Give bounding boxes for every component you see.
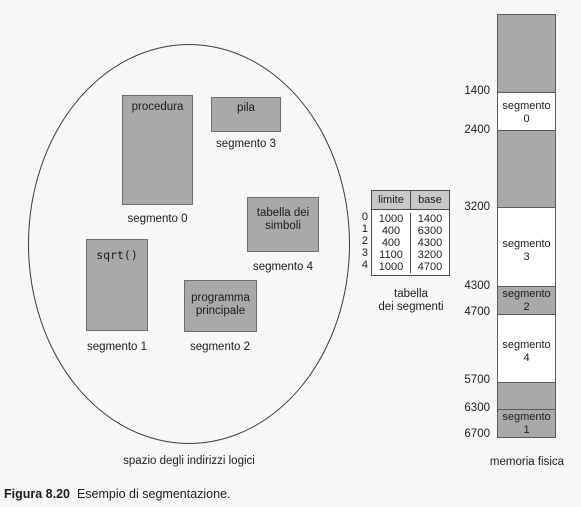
memory-segment-2-label-1: segmento [502, 288, 551, 300]
base-cell: 1400 [417, 213, 443, 225]
segment-3-caption: segmento 3 [215, 138, 277, 150]
base-cell: 6300 [417, 225, 443, 237]
limit-cell: 400 [381, 237, 401, 249]
segment-table-body: 1000 400 400 1100 1000 1400 6300 4300 32… [372, 210, 449, 275]
segment-table-caption: tabella dei segmenti [376, 288, 446, 314]
segment-1-caption: segmento 1 [86, 341, 148, 353]
memory-segment-2: segmento 2 [498, 286, 555, 314]
memory-segment-0-label-2: 0 [523, 113, 530, 125]
segment-4-block: tabella dei simboli [247, 197, 319, 252]
segment-3-block: pila [211, 97, 281, 132]
figure-caption-text: Esempio di segmentazione. [76, 487, 231, 501]
base-cell: 3200 [417, 249, 443, 261]
limit-cell: 1000 [378, 261, 404, 273]
segment-3-block-label: pila [237, 102, 255, 114]
segment-table-caption-line2: dei segmenti [378, 301, 444, 313]
limit-cell: 1100 [379, 249, 403, 261]
memory-segment-0-label-1: segmento [502, 100, 551, 112]
memory-segment-4-label-2: 4 [523, 352, 530, 364]
address-5700: 5700 [464, 374, 490, 386]
memory-segment-2-label-2: 2 [523, 301, 530, 313]
base-cell: 4300 [417, 237, 443, 249]
segment-0-caption: segmento 0 [127, 213, 188, 225]
base-column: 1400 6300 4300 3200 4700 [411, 213, 449, 273]
address-6700: 6700 [464, 428, 490, 440]
segment-index: 1 [361, 223, 368, 235]
memory-free-block [498, 130, 555, 207]
logical-space-label: spazio degli indirizzi logici [123, 455, 255, 467]
address-4700: 4700 [464, 306, 490, 318]
segment-index: 3 [361, 247, 368, 259]
segment-1-block-label: sqrt() [96, 248, 138, 262]
figure-caption: Figura 8.20 Esempio di segmentazione. [4, 487, 231, 501]
segment-index: 4 [361, 259, 368, 271]
memory-free-block [498, 15, 555, 92]
limit-header: limite [372, 191, 411, 209]
limit-column: 1000 400 400 1100 1000 [372, 213, 411, 273]
memory-segment-3-label-2: 3 [523, 251, 530, 263]
segment-table-indices: 0 1 2 3 4 [360, 211, 368, 271]
segment-index: 2 [361, 235, 368, 247]
physical-memory-label: memoria fisica [489, 456, 565, 468]
memory-segment-1: segmento 1 [498, 409, 555, 437]
memory-segment-0: segmento 0 [498, 92, 555, 130]
base-header: base [418, 194, 442, 206]
segment-2-caption: segmento 2 [189, 341, 251, 353]
address-2400: 2400 [464, 124, 490, 136]
address-4300: 4300 [464, 280, 490, 292]
logical-address-space-outline [28, 44, 350, 444]
memory-segment-3-label-1: segmento [502, 238, 551, 250]
segment-0-block: procedura [122, 95, 193, 205]
memory-segment-3: segmento 3 [498, 207, 555, 286]
base-cell: 4700 [417, 261, 443, 273]
segment-2-block: programma principale [184, 280, 257, 332]
segment-table-caption-line1: tabella [394, 288, 428, 300]
physical-memory: segmento 0 segmento 3 segmento 2 segment… [497, 14, 556, 438]
address-6300: 6300 [464, 402, 490, 414]
segment-table: limite base 1000 400 400 1100 1000 1400 … [371, 190, 450, 276]
figure-number: Figura 8.20 [4, 487, 70, 501]
segment-table-header: limite base [372, 191, 449, 210]
memory-segment-1-label-2: 1 [523, 424, 530, 436]
segment-0-block-label: procedura [131, 101, 184, 113]
memory-segment-4: segmento 4 [498, 314, 555, 382]
memory-free-block [498, 382, 555, 409]
segment-4-caption: segmento 4 [252, 261, 314, 273]
segment-index: 0 [361, 211, 368, 223]
limit-cell: 1000 [378, 213, 404, 225]
memory-segment-1-label-1: segmento [502, 411, 551, 423]
address-1400: 1400 [464, 85, 490, 97]
address-3200: 3200 [464, 201, 490, 213]
segment-4-block-label: tabella dei simboli [256, 207, 310, 232]
segment-1-block: sqrt() [86, 239, 148, 331]
segment-2-block-label: programma principale [191, 292, 250, 317]
limit-cell: 400 [381, 225, 401, 237]
memory-segment-4-label-1: segmento [502, 339, 551, 351]
